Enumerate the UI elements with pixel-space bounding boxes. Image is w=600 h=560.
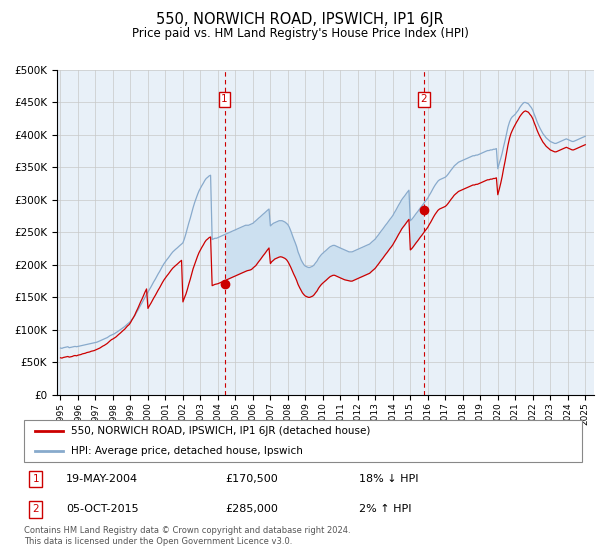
Text: Contains HM Land Registry data © Crown copyright and database right 2024.
This d: Contains HM Land Registry data © Crown c… [24,526,350,546]
Text: 550, NORWICH ROAD, IPSWICH, IP1 6JR: 550, NORWICH ROAD, IPSWICH, IP1 6JR [156,12,444,27]
Text: 19-MAY-2004: 19-MAY-2004 [66,474,138,484]
Text: 550, NORWICH ROAD, IPSWICH, IP1 6JR (detached house): 550, NORWICH ROAD, IPSWICH, IP1 6JR (det… [71,426,371,436]
Text: 2: 2 [32,505,39,515]
Text: 2% ↑ HPI: 2% ↑ HPI [359,505,412,515]
Text: 1: 1 [221,94,228,104]
Text: Price paid vs. HM Land Registry's House Price Index (HPI): Price paid vs. HM Land Registry's House … [131,27,469,40]
Text: 18% ↓ HPI: 18% ↓ HPI [359,474,418,484]
FancyBboxPatch shape [24,420,582,462]
Text: £170,500: £170,500 [225,474,278,484]
Text: 2: 2 [421,94,427,104]
Text: 1: 1 [32,474,39,484]
Text: HPI: Average price, detached house, Ipswich: HPI: Average price, detached house, Ipsw… [71,446,304,456]
Text: 05-OCT-2015: 05-OCT-2015 [66,505,139,515]
Text: £285,000: £285,000 [225,505,278,515]
